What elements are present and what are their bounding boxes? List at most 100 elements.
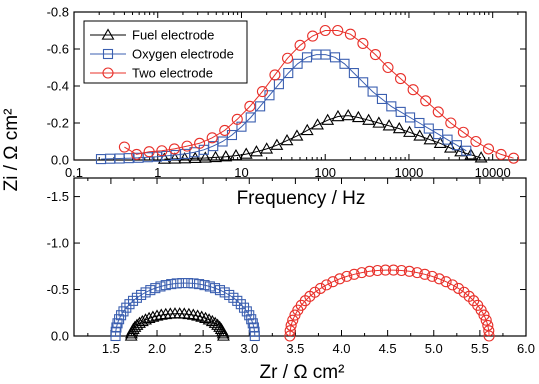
- data-point: [423, 133, 437, 145]
- bottom-plot-frame: [73, 177, 527, 337]
- data-point: [194, 279, 205, 290]
- data-point: [188, 151, 202, 164]
- data-point: [339, 58, 350, 69]
- data-point: [195, 310, 209, 322]
- data-point: [379, 264, 392, 276]
- data-point: [142, 311, 156, 324]
- data-point: [376, 93, 387, 104]
- data-point: [186, 308, 200, 320]
- data-point: [269, 69, 281, 81]
- data-point: [480, 314, 492, 326]
- data-point: [166, 279, 177, 290]
- data-point: [369, 48, 381, 61]
- data-point: [327, 276, 339, 288]
- data-point: [228, 292, 239, 303]
- data-point: [440, 276, 452, 288]
- data-point: [219, 124, 231, 136]
- x-tick-label: 3.5: [286, 341, 304, 356]
- x-tick-label: 4.0: [332, 341, 350, 356]
- data-point: [495, 148, 507, 160]
- x-tick-label: 10: [234, 165, 248, 180]
- x-tick-label: 1000: [394, 165, 423, 180]
- series-square: [95, 49, 472, 165]
- x-axis-title-frequency: Frequency / Hz: [237, 188, 366, 209]
- data-point: [121, 302, 132, 313]
- data-point: [127, 295, 139, 306]
- data-point: [382, 61, 394, 74]
- data-point: [332, 24, 344, 37]
- bottom-panel: 1.5 2.0 2.5 3.0 3.5 4.0 4.5 5.0 5.5 6.0 0.0 -0.5 -1.…: [47, 177, 535, 356]
- y-tick-label: -1.0: [47, 236, 69, 251]
- data-point: [426, 270, 438, 282]
- series-circle: [118, 24, 520, 164]
- x-tick-label: 6.0: [517, 341, 535, 356]
- y-tick-label: -1.5: [47, 189, 69, 204]
- data-point: [478, 309, 490, 321]
- data-point: [231, 113, 243, 125]
- data-point: [367, 86, 378, 97]
- data-point: [198, 151, 212, 163]
- data-point: [260, 142, 274, 154]
- data-point: [357, 37, 369, 50]
- data-point: [199, 311, 212, 324]
- data-point: [181, 140, 193, 152]
- data-point: [457, 126, 469, 138]
- data-point: [270, 138, 284, 150]
- x-tick-label: 100: [314, 165, 336, 180]
- data-point: [150, 309, 164, 321]
- data-point: [351, 110, 365, 123]
- data-point: [235, 299, 246, 310]
- data-point: [320, 279, 333, 291]
- data-point: [395, 106, 406, 117]
- data-point: [133, 316, 146, 328]
- data-point: [199, 280, 210, 291]
- data-point: [403, 265, 415, 277]
- x-tick-label: 4.5: [379, 341, 397, 356]
- data-point: [202, 313, 216, 325]
- data-point: [156, 145, 168, 157]
- data-point: [508, 152, 520, 164]
- data-point: [281, 52, 294, 64]
- series-line: [124, 30, 514, 159]
- data-point: [482, 319, 494, 331]
- data-point: [321, 113, 335, 125]
- y-axis-title: Zi / Ω cm²: [1, 109, 22, 192]
- data-point: [362, 113, 376, 125]
- data-point: [341, 108, 355, 121]
- data-point: [433, 129, 444, 140]
- data-point: [451, 140, 462, 151]
- data-point: [443, 141, 457, 153]
- data-point: [314, 282, 327, 294]
- data-point: [154, 308, 168, 320]
- data-point: [483, 330, 495, 342]
- data-point: [239, 147, 253, 159]
- data-point: [208, 316, 222, 328]
- data-point: [143, 146, 155, 158]
- data-point: [413, 129, 427, 141]
- data-point: [292, 58, 303, 69]
- data-point: [255, 101, 266, 112]
- data-point: [256, 86, 268, 98]
- series-line: [130, 313, 224, 337]
- data-point: [118, 306, 129, 317]
- data-point: [372, 116, 386, 128]
- y-tick-label: 0.0: [51, 153, 69, 168]
- y-tick-label: -0.8: [47, 5, 69, 20]
- data-point: [331, 109, 345, 122]
- data-point: [205, 314, 219, 327]
- data-point: [177, 278, 188, 289]
- data-point: [420, 95, 432, 107]
- legend-label: Fuel electrode: [132, 28, 214, 43]
- data-point: [334, 273, 346, 285]
- series-line: [289, 269, 490, 337]
- data-point: [392, 121, 406, 134]
- data-point: [403, 125, 416, 137]
- data-point: [329, 52, 341, 63]
- data-point: [128, 320, 142, 332]
- data-point: [244, 100, 256, 112]
- data-point: [188, 278, 199, 289]
- data-point: [358, 77, 369, 88]
- data-point: [356, 267, 368, 279]
- y-tick-label: -0.5: [47, 282, 69, 297]
- data-point: [411, 267, 423, 279]
